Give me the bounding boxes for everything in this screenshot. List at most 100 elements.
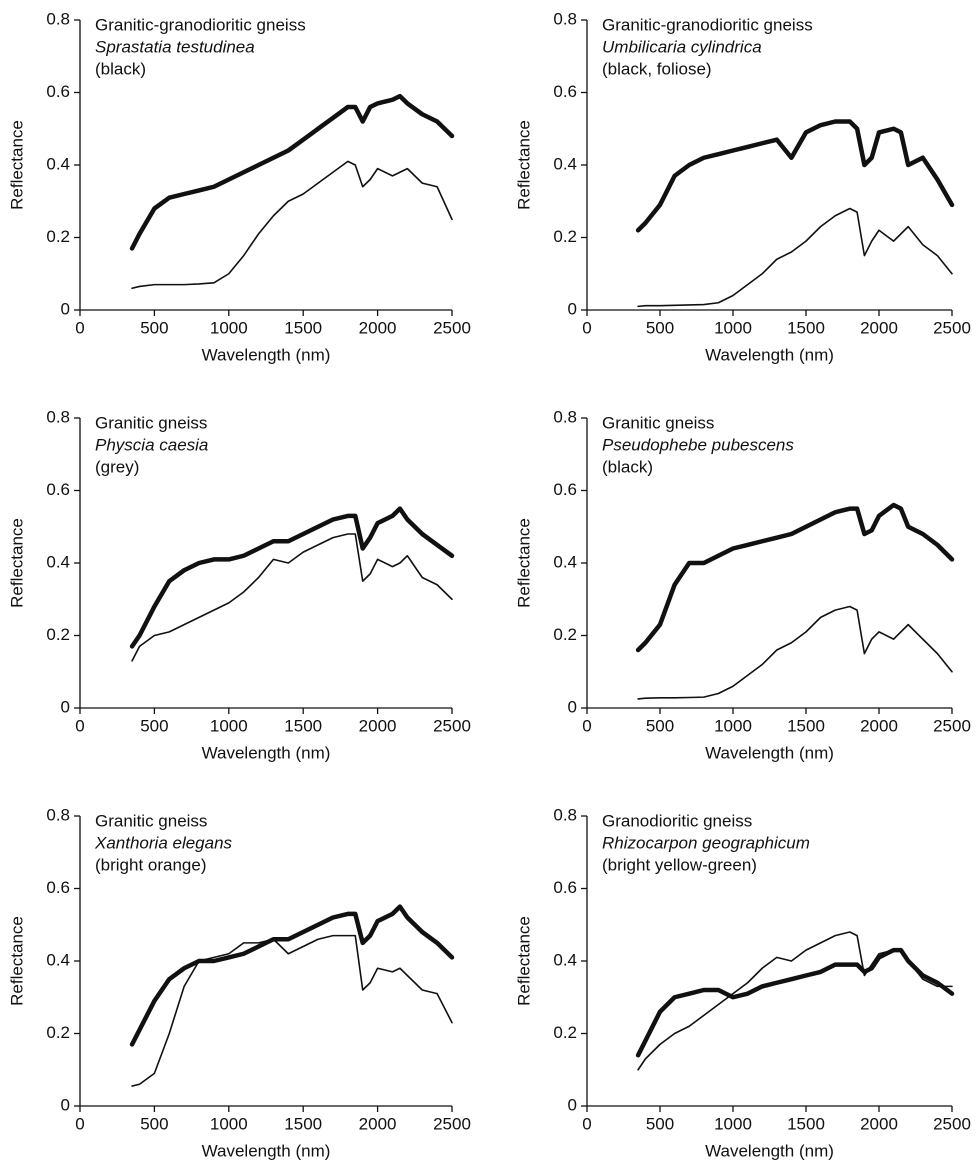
x-tick-label: 1500 [284,318,322,337]
y-tick-label: 0.2 [553,227,577,246]
x-tick-label: 2000 [860,318,898,337]
annotation: Granodioritic gneiss [602,811,752,830]
x-tick-label: 2500 [933,1114,971,1133]
panel: 0 0.2 0.4 0.6 0.8 0 500 1000 1500 2000 2500 Wavelen… [514,805,970,1160]
annotation: Granitic gneiss [602,413,714,432]
y-axis-label: Reflectance [514,916,533,1006]
x-tick-label: 2500 [433,318,471,337]
annotation: Granitic-granodioritic gneiss [95,15,306,34]
x-axis-label: Wavelength (nm) [705,743,834,762]
x-tick-label: 500 [646,318,674,337]
x-tick-label: 2500 [933,716,971,735]
spectrum-line [637,931,953,1071]
x-tick-label: 1500 [284,716,322,735]
y-tick-label: 0.6 [46,878,70,897]
x-axis-label: Wavelength (nm) [705,1141,834,1160]
y-tick-label: 0.2 [46,227,70,246]
panel: 0 0.2 0.4 0.6 0.8 0 500 1000 1500 2000 2500 Wavelen… [514,9,970,364]
spectrum-line [635,502,955,653]
panel: 0 0.2 0.4 0.6 0.8 0 500 1000 1500 2000 2500 Wavelen… [7,407,470,762]
x-tick-label: 1000 [210,318,248,337]
x-tick-label: 500 [140,318,168,337]
y-tick-label: 0.8 [553,407,577,426]
y-tick-label: 0.6 [553,82,577,101]
x-tick-label: 500 [140,1114,168,1133]
annotation: (black, foliose) [602,59,712,78]
spectrum-line [131,533,453,662]
y-tick-label: 0.2 [553,1023,577,1042]
x-tick-label: 0 [582,318,591,337]
panel: 0 0.2 0.4 0.6 0.8 0 500 1000 1500 2000 2500 Wavelen… [514,407,970,762]
y-tick-label: 0.2 [553,625,577,644]
annotation: (black) [602,457,653,476]
y-tick-label: 0.8 [46,805,70,824]
panel: 0 0.2 0.4 0.6 0.8 0 500 1000 1500 2000 2500 Wavelen… [7,9,470,364]
x-tick-label: 1000 [714,716,752,735]
y-tick-label: 0.4 [46,552,70,571]
y-tick-label: 0.8 [553,9,577,28]
x-tick-label: 1500 [787,1114,825,1133]
spectrum-line [131,934,453,1087]
annotation: Pseudophebe pubescens [602,435,794,454]
annotation: Umbilicaria cylindrica [602,37,762,56]
y-tick-label: 0.2 [46,1023,70,1042]
y-tick-label: 0.6 [553,878,577,897]
y-tick-label: 0.4 [553,552,577,571]
y-axis-label: Reflectance [7,120,26,210]
y-axis-label: Reflectance [514,518,533,608]
x-tick-label: 2000 [860,716,898,735]
y-tick-label: 0 [61,1095,70,1114]
x-tick-label: 1500 [284,1114,322,1133]
annotation: Rhizocarpon geographicum [602,833,810,852]
x-tick-label: 0 [582,1114,591,1133]
annotation: Sprastatia testudinea [95,37,255,56]
y-tick-label: 0 [61,299,70,318]
x-tick-label: 2000 [860,1114,898,1133]
x-tick-label: 0 [75,1114,84,1133]
spectrum-line [129,93,455,251]
annotation: Xanthoria elegans [94,833,233,852]
annotation: Granitic gneiss [95,413,207,432]
x-tick-label: 500 [140,716,168,735]
x-axis-label: Wavelength (nm) [202,1141,331,1160]
x-tick-label: 1000 [210,716,248,735]
x-tick-label: 0 [582,716,591,735]
annotation: Granitic-granodioritic gneiss [602,15,813,34]
y-tick-label: 0.8 [46,407,70,426]
y-tick-label: 0 [568,1095,577,1114]
y-tick-label: 0.2 [46,625,70,644]
x-tick-label: 1000 [714,1114,752,1133]
y-axis-label: Reflectance [514,120,533,210]
y-axis-label: Reflectance [7,518,26,608]
spectrum-line [635,947,955,1058]
spectrum-line [637,207,953,308]
annotation: (black) [95,59,146,78]
y-tick-label: 0.8 [553,805,577,824]
spectrum-line [635,119,955,233]
y-tick-label: 0.4 [553,950,577,969]
y-axis-label: Reflectance [7,916,26,1006]
annotation: Granitic gneiss [95,811,207,830]
annotation: (grey) [95,457,139,476]
x-tick-label: 1000 [210,1114,248,1133]
y-tick-label: 0 [61,697,70,716]
spectrum-line [637,605,953,700]
y-tick-label: 0.8 [46,9,70,28]
x-tick-label: 500 [646,716,674,735]
x-tick-label: 0 [75,318,84,337]
y-tick-label: 0.6 [46,82,70,101]
x-tick-label: 2000 [359,318,397,337]
x-tick-label: 2500 [933,318,971,337]
spectrum-line [131,160,453,290]
y-tick-label: 0.4 [553,154,577,173]
y-tick-label: 0 [568,697,577,716]
x-tick-label: 2000 [359,716,397,735]
y-tick-label: 0 [568,299,577,318]
panel: 0 0.2 0.4 0.6 0.8 0 500 1000 1500 2000 2500 Wavelen… [7,805,470,1160]
annotation: (bright yellow-green) [602,855,757,874]
x-tick-label: 1500 [787,318,825,337]
x-tick-label: 500 [646,1114,674,1133]
x-tick-label: 2000 [359,1114,397,1133]
y-tick-label: 0.6 [553,480,577,499]
x-axis-label: Wavelength (nm) [202,743,331,762]
